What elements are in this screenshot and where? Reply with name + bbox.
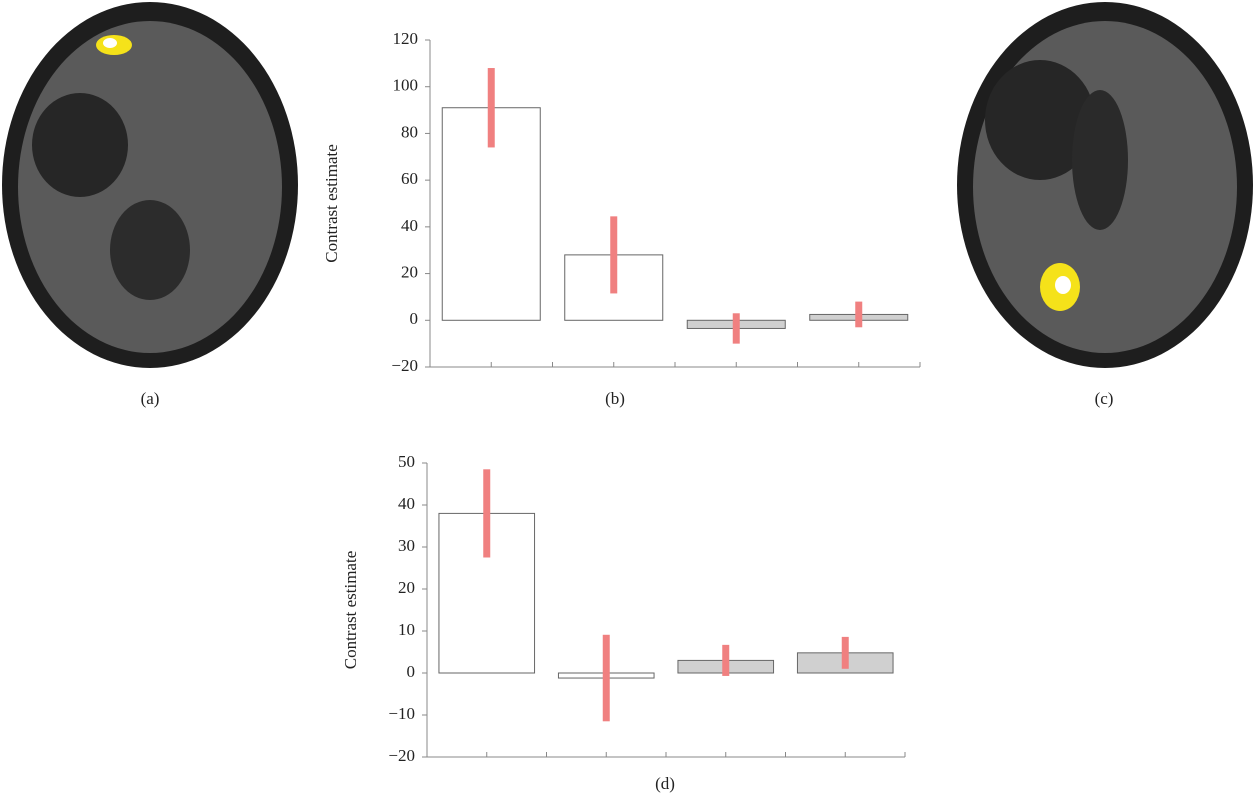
y-axis-label: Contrast estimate (341, 551, 360, 670)
y-tick-label: 80 (401, 122, 418, 141)
error-bar (855, 301, 863, 328)
chart-caption: (b) (605, 389, 625, 408)
y-tick-label: 0 (407, 662, 416, 681)
error-bar (602, 634, 610, 722)
y-tick-label: 50 (398, 452, 415, 471)
y-tick-label: 10 (398, 620, 415, 639)
y-tick-label: 100 (393, 76, 419, 95)
y-tick-label: 120 (393, 29, 419, 48)
error-bar (610, 216, 618, 294)
y-tick-label: 20 (401, 262, 418, 281)
y-tick-label: 20 (398, 578, 415, 597)
y-tick-label: 60 (401, 169, 418, 188)
y-axis-label: Contrast estimate (322, 144, 341, 263)
error-bar (722, 644, 730, 676)
y-tick-label: 40 (401, 216, 418, 235)
y-tick-label: 40 (398, 494, 415, 513)
brain-image-c (957, 2, 1253, 368)
y-tick-label: −20 (391, 356, 418, 375)
error-bar (483, 469, 491, 558)
y-tick-label: 0 (410, 309, 419, 328)
y-tick-label: −20 (388, 746, 415, 765)
error-bar (487, 68, 495, 148)
error-bar (732, 313, 740, 344)
brain-image-a (2, 2, 298, 368)
y-tick-label: 30 (398, 536, 415, 555)
image-caption: (c) (1095, 389, 1114, 408)
image-caption: (a) (141, 389, 160, 408)
chart-caption: (d) (655, 774, 675, 793)
y-tick-label: −10 (388, 704, 415, 723)
error-bar (841, 636, 849, 669)
